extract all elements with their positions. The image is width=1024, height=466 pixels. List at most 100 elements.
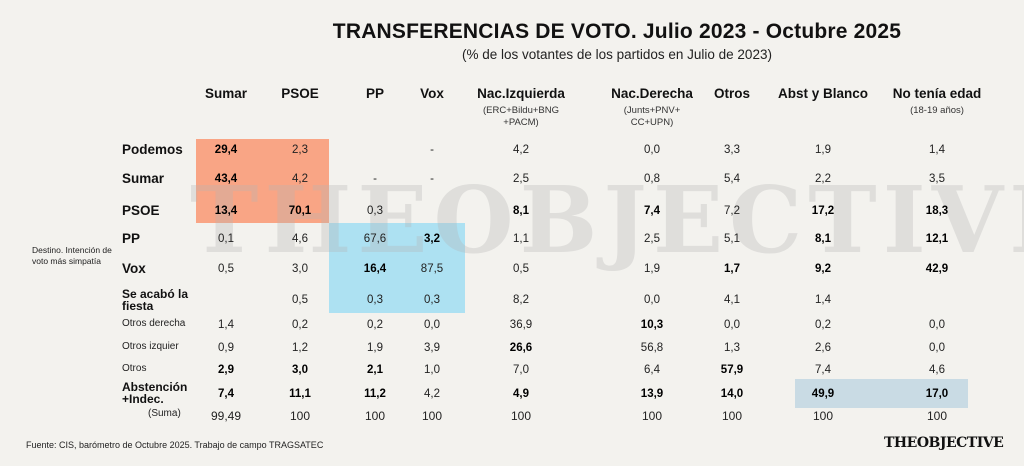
table-cell: 100 (510, 409, 532, 423)
table-cell: 11,2 (364, 388, 386, 400)
table-cell: 0,2 (292, 319, 308, 331)
row-label: Vox (122, 261, 146, 276)
row-label: PP (122, 231, 141, 246)
column-header: PP (365, 86, 385, 101)
table-cell: 1,4 (929, 144, 945, 156)
table-cell: 1,9 (815, 144, 831, 156)
table-cell: 43,4 (214, 173, 238, 185)
table-cell: 1,2 (292, 342, 308, 354)
table-cell: 5,4 (724, 173, 740, 185)
table-cell: 67,6 (363, 233, 387, 245)
table-cell: 0,0 (929, 342, 945, 354)
table-cell: 1,3 (724, 342, 740, 354)
table-cell: 0,3 (367, 294, 383, 306)
table-cell: 1,1 (513, 233, 529, 245)
table-cell: 57,9 (720, 364, 744, 376)
table-cell: 29,4 (214, 144, 238, 156)
table-cell: 3,9 (424, 342, 440, 354)
table-cell: 16,4 (363, 263, 387, 275)
table-cell: 4,9 (513, 388, 529, 400)
table-cell: 0,0 (929, 319, 945, 331)
table-cell: 49,9 (811, 388, 835, 400)
table-cell: 1,9 (367, 342, 383, 354)
source-note: Fuente: CIS, barómetro de Octubre 2025. … (26, 440, 324, 450)
table-cell: 42,9 (925, 263, 949, 275)
table-cell: 7,4 (218, 388, 234, 400)
row-label: Sumar (122, 171, 165, 186)
column-header: No tenía edad (892, 86, 982, 101)
table-cell: 100 (289, 409, 311, 423)
table-cell: 100 (364, 409, 386, 423)
column-header: PSOE (281, 86, 319, 101)
table-cell: 14,0 (720, 388, 744, 400)
table-cell: 2,6 (815, 342, 831, 354)
watermark: THEOBJECTIVE (190, 166, 1024, 274)
table-cell: - (430, 144, 434, 156)
table-cell: 0,0 (644, 144, 660, 156)
table-cell: 2,2 (815, 173, 831, 185)
column-header: Sumar (204, 86, 248, 101)
table-cell: 100 (641, 409, 663, 423)
table-cell: 87,5 (420, 263, 444, 275)
table-cell: 0,5 (292, 294, 308, 306)
table-cell: 12,1 (925, 233, 949, 245)
table-cell: 3,2 (424, 233, 440, 245)
table-cell: 3,3 (724, 144, 740, 156)
table-cell: 17,2 (811, 205, 835, 217)
table-cell: 2,3 (292, 144, 308, 156)
table-cell: 100 (812, 409, 834, 423)
table-cell: 17,0 (925, 388, 949, 400)
table-cell: 7,2 (724, 205, 740, 217)
highlight-right-parties (329, 223, 465, 313)
column-header: Abst y Blanco (777, 86, 869, 101)
table-cell: 3,0 (292, 364, 308, 376)
table-cell: 8,1 (513, 205, 529, 217)
column-header: Nac.Izquierda (477, 86, 565, 101)
row-label: PSOE (122, 203, 160, 218)
table-cell: 0,2 (367, 319, 383, 331)
row-label: (Suma) (148, 408, 181, 419)
brand-logo: THEOBJECTIVE (884, 435, 1004, 451)
column-header: Nac.Derecha (611, 86, 693, 101)
row-label: Podemos (122, 142, 183, 157)
table-cell: 1,7 (724, 263, 740, 275)
table-cell: 10,3 (640, 319, 664, 331)
table-cell: 0,8 (644, 173, 660, 185)
table-cell: 7,4 (815, 364, 831, 376)
table-cell: 3,5 (929, 173, 945, 185)
chart-subtitle: (% de los votantes de los partidos en Ju… (462, 47, 772, 62)
highlight-left-parties (196, 139, 329, 223)
table-cell: 2,5 (513, 173, 529, 185)
table-cell: 7,0 (513, 364, 529, 376)
column-subheader: (ERC+Bildu+BNG +PACM) (482, 105, 560, 128)
table-cell: 0,0 (424, 319, 440, 331)
table-cell: 4,2 (513, 144, 529, 156)
table-cell: 18,3 (925, 205, 949, 217)
table-cell: 100 (721, 409, 743, 423)
table-cell: 2,9 (218, 364, 234, 376)
table-cell: 6,4 (644, 364, 660, 376)
chart-title: TRANSFERENCIAS DE VOTO. Julio 2023 - Oct… (332, 20, 902, 43)
row-label: Otros (122, 363, 147, 374)
table-cell: 4,6 (929, 364, 945, 376)
table-cell: 100 (421, 409, 443, 423)
table-cell: 56,8 (640, 342, 664, 354)
column-header: Otros (713, 86, 751, 101)
table-cell: 0,2 (815, 319, 831, 331)
table-cell: 26,6 (509, 342, 533, 354)
row-label: Abstención +Indec. (122, 380, 188, 406)
table-cell: - (430, 173, 434, 185)
table-cell: 7,4 (644, 205, 660, 217)
table-cell: - (373, 173, 377, 185)
table-cell: 2,1 (367, 364, 383, 376)
table-cell: 13,4 (214, 205, 238, 217)
table-cell: 0,3 (424, 294, 440, 306)
table-cell: 3,0 (292, 263, 308, 275)
table-cell: 5,1 (724, 233, 740, 245)
table-cell: 13,9 (640, 388, 664, 400)
table-cell: 99,49 (210, 409, 242, 423)
table-cell: 0,0 (644, 294, 660, 306)
destination-label: Destino. Intención de voto más simpatía (32, 245, 112, 266)
table-cell: 0,1 (218, 233, 234, 245)
table-cell: 4,6 (292, 233, 308, 245)
